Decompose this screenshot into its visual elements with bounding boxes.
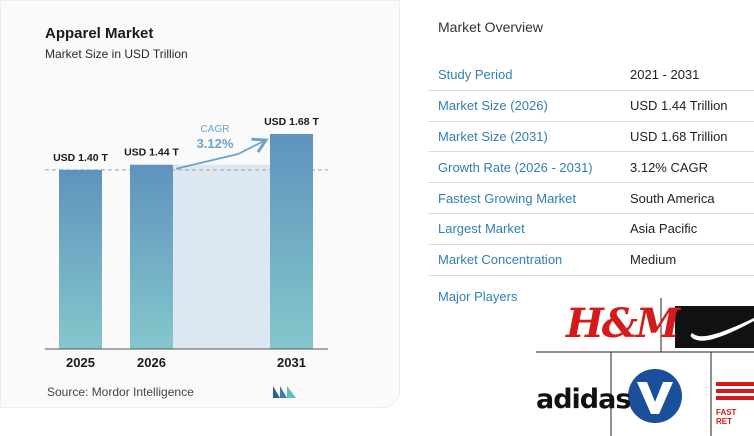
bar-2031: [270, 134, 313, 349]
overview-value: 3.12% CAGR: [630, 159, 709, 175]
overview-label[interactable]: Largest Market: [438, 221, 525, 237]
x-tick-2026: 2026: [137, 355, 166, 370]
chart-title: Apparel Market: [45, 25, 154, 42]
projection-band: [173, 164, 270, 349]
adidas-logo: adidas: [536, 384, 631, 415]
bar-chart: USD 1.40 T 2025 USD 1.44 T 2026 USD 1.68 T 20…: [45, 116, 328, 370]
market-overview-title: Market Overview: [438, 19, 544, 35]
bar-2026: [130, 164, 173, 349]
overview-value: Asia Pacific: [630, 221, 698, 237]
overview-row-largest-market: Largest Market Asia Pacific: [428, 214, 754, 245]
overview-row-study-period: Study Period 2021 - 2031: [428, 60, 754, 91]
cagr-label: CAGR: [201, 124, 230, 135]
overview-label[interactable]: Fastest Growing Market: [438, 190, 576, 206]
chart-subtitle: Market Size in USD Trillion: [45, 47, 188, 61]
overview-label[interactable]: Study Period: [438, 67, 513, 83]
bar-2025: [59, 169, 102, 349]
cagr-value: 3.12%: [197, 136, 234, 151]
overview-row-fastest-growing: Fastest Growing Market South America: [428, 183, 754, 214]
chart-source: Source: Mordor Intelligence: [47, 385, 194, 399]
overview-label[interactable]: Growth Rate (2026 - 2031): [438, 159, 593, 175]
overview-label[interactable]: Market Size (2031): [438, 128, 548, 144]
x-tick-2025: 2025: [66, 355, 95, 370]
chart-card: Apparel Market Market Size in USD Trilli…: [0, 0, 400, 408]
x-tick-2031: 2031: [277, 355, 306, 370]
data-label-2025: USD 1.40 T: [53, 152, 108, 164]
overview-row-market-concentration: Market Concentration Medium: [428, 245, 754, 276]
overview-value: South America: [630, 190, 715, 206]
fast-retailing-logo: FAST RET: [716, 408, 737, 426]
major-players-title[interactable]: Major Players: [438, 289, 518, 304]
hm-logo: H&M: [566, 300, 680, 347]
overview-row-market-size-2031: Market Size (2031) USD 1.68 Trillion: [428, 122, 754, 153]
cagr-arrow: [175, 137, 269, 170]
overview-row-market-size-2026: Market Size (2026) USD 1.44 Trillion: [428, 91, 754, 122]
data-label-2031: USD 1.68 T: [264, 116, 319, 128]
overview-value: USD 1.68 Trillion: [630, 128, 728, 144]
overview-row-growth-rate: Growth Rate (2026 - 2031) 3.12% CAGR: [428, 152, 754, 184]
overview-value: USD 1.44 Trillion: [630, 98, 728, 114]
mordor-intelligence-logo: [273, 386, 296, 398]
overview-label[interactable]: Market Size (2026): [438, 98, 548, 114]
overview-value: 2021 - 2031: [630, 67, 700, 83]
overview-label[interactable]: Market Concentration: [438, 252, 563, 268]
overview-value: Medium: [630, 252, 677, 268]
overview-table: Study Period 2021 - 2031 Market Size (20…: [428, 60, 754, 276]
data-label-2026: USD 1.44 T: [124, 147, 179, 159]
